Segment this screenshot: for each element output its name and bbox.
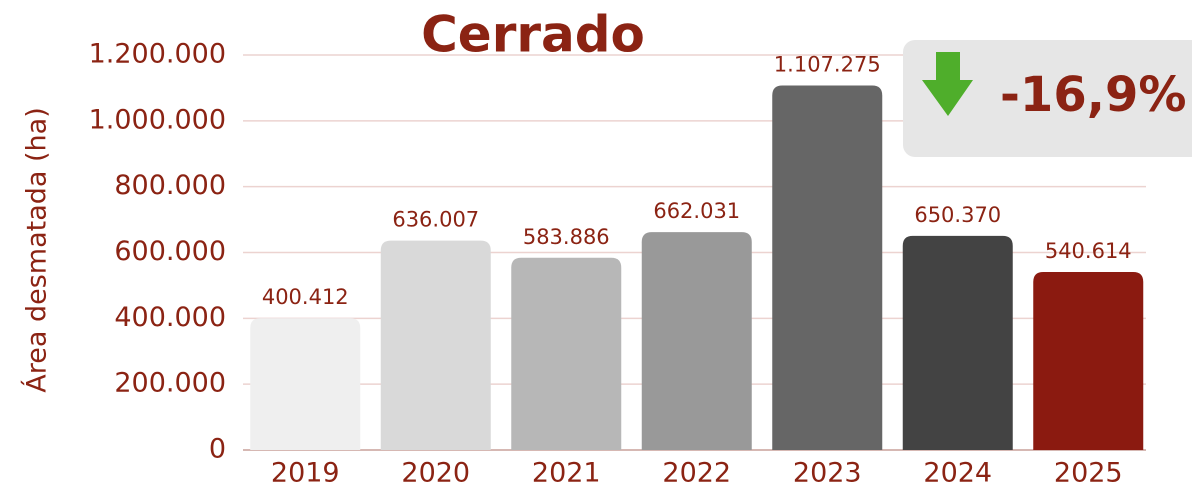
value-label: 400.412: [262, 285, 349, 309]
y-tick-label: 600.000: [114, 236, 226, 267]
x-tick-label: 2021: [532, 458, 601, 489]
y-axis-label: Área desmatada (ha): [21, 107, 53, 393]
y-tick-label: 1.200.000: [89, 39, 226, 70]
y-tick-label: 400.000: [114, 302, 226, 333]
x-tick-label: 2024: [923, 458, 992, 489]
bar: [1033, 272, 1144, 450]
value-label: 636.007: [392, 208, 479, 232]
value-label: 540.614: [1045, 239, 1132, 263]
bar: [380, 240, 491, 450]
value-label: 662.031: [653, 199, 740, 223]
y-tick-label: 0: [209, 434, 226, 465]
bar: [250, 318, 361, 450]
y-tick-label: 200.000: [114, 368, 226, 399]
badge-box: [903, 40, 1192, 157]
x-tick-label: 2025: [1054, 458, 1123, 489]
bar: [902, 235, 1013, 450]
value-label: 583.886: [523, 225, 610, 249]
chart-title: Cerrado: [421, 6, 645, 64]
y-tick-label: 800.000: [114, 170, 226, 201]
value-label: 1.107.275: [774, 53, 881, 77]
x-tick-label: 2022: [662, 458, 731, 489]
bar: [772, 85, 883, 451]
y-tick-label: 1.000.000: [89, 104, 226, 135]
down-arrow: [922, 52, 973, 116]
value-label: 650.370: [914, 203, 1001, 227]
change-value: -16,9%: [1000, 67, 1186, 123]
bar: [511, 257, 622, 450]
bar: [641, 232, 752, 450]
x-tick-label: 2019: [271, 458, 340, 489]
x-tick-label: 2020: [401, 458, 470, 489]
x-tick-label: 2023: [793, 458, 862, 489]
change-badge: -16,9%: [903, 40, 1192, 157]
